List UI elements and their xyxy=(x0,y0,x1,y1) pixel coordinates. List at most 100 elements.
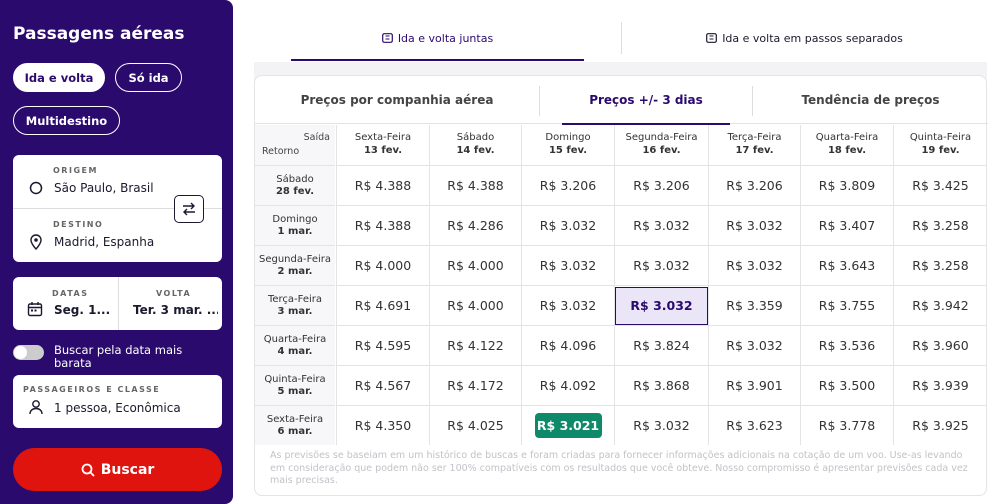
price-cell[interactable]: R$ 4.595 xyxy=(336,325,429,365)
price-cell[interactable]: R$ 3.206 xyxy=(521,165,614,205)
price-cell[interactable]: R$ 3.809 xyxy=(800,165,893,205)
price-cell[interactable]: R$ 3.960 xyxy=(893,325,987,365)
passengers-box[interactable] xyxy=(13,375,222,428)
price-cell[interactable]: R$ 3.942 xyxy=(893,285,987,325)
price-cell[interactable]: R$ 4.000 xyxy=(336,245,429,285)
price-cell[interactable]: R$ 4.691 xyxy=(336,285,429,325)
price-cell[interactable]: R$ 3.032 xyxy=(614,285,708,325)
price-value: R$ 3.032 xyxy=(539,218,597,233)
origin-field[interactable]: São Paulo, Brasil xyxy=(54,181,154,195)
price-cell[interactable]: R$ 3.824 xyxy=(614,325,708,365)
price-cell[interactable]: R$ 3.032 xyxy=(614,205,708,245)
price-cell[interactable]: R$ 3.500 xyxy=(800,365,893,405)
price-value: R$ 3.942 xyxy=(912,298,969,313)
row-date: 4 mar. xyxy=(277,345,313,357)
sidebar-title: Passagens aéreas xyxy=(13,24,185,44)
price-value: R$ 3.032 xyxy=(539,258,597,273)
price-value: R$ 3.206 xyxy=(726,178,783,193)
price-value: R$ 3.032 xyxy=(633,418,690,433)
price-value: R$ 3.032 xyxy=(726,338,783,353)
price-cell[interactable]: R$ 4.388 xyxy=(336,165,429,205)
column-day: Terça-Feira xyxy=(727,132,782,143)
tab-roundtrip-together[interactable]: Ida e volta juntas xyxy=(254,14,621,62)
departure-axis-label: Saída xyxy=(303,132,330,143)
price-cell[interactable]: R$ 4.350 xyxy=(336,405,429,445)
price-cell[interactable]: R$ 3.032 xyxy=(708,205,800,245)
price-cell[interactable]: R$ 3.032 xyxy=(708,245,800,285)
origin-circle-icon xyxy=(29,181,43,195)
trip-type-oneway[interactable]: Só ida xyxy=(115,63,182,92)
tab-price-trend[interactable]: Tendência de preços xyxy=(801,93,940,107)
trip-mode-tabs: Ida e volta juntas Ida e volta em passos… xyxy=(254,14,987,62)
price-cell[interactable]: R$ 3.868 xyxy=(614,365,708,405)
price-value: R$ 4.096 xyxy=(539,338,597,353)
price-cell[interactable]: R$ 3.755 xyxy=(800,285,893,325)
price-value: R$ 4.122 xyxy=(447,338,504,353)
price-value: R$ 3.258 xyxy=(912,218,969,233)
price-cell[interactable]: R$ 3.032 xyxy=(521,285,614,325)
passengers-field[interactable]: 1 pessoa, Econômica xyxy=(54,401,181,415)
trip-type-roundtrip[interactable]: Ida e volta xyxy=(13,63,105,92)
price-cell[interactable]: R$ 3.032 xyxy=(521,205,614,245)
price-cell[interactable]: R$ 3.623 xyxy=(708,405,800,445)
price-cell[interactable]: R$ 4.388 xyxy=(336,205,429,245)
price-cell[interactable]: R$ 3.258 xyxy=(893,245,987,285)
price-cell[interactable]: R$ 3.359 xyxy=(708,285,800,325)
price-cell[interactable]: R$ 3.032 xyxy=(521,245,614,285)
price-cell[interactable]: R$ 3.536 xyxy=(800,325,893,365)
row-day: Terça-Feira xyxy=(267,293,323,305)
search-button[interactable]: Buscar xyxy=(13,448,222,491)
trip-type-multi[interactable]: Multidestino xyxy=(13,106,120,135)
price-cell[interactable]: R$ 3.407 xyxy=(800,205,893,245)
column-date: 18 fev. xyxy=(827,145,867,156)
price-cell[interactable]: R$ 4.388 xyxy=(429,165,521,205)
price-cell[interactable]: R$ 3.206 xyxy=(614,165,708,205)
price-cell[interactable]: R$ 3.939 xyxy=(893,365,987,405)
return-date-field[interactable]: Ter. 3 mar. ... xyxy=(133,303,218,317)
price-cell[interactable]: R$ 4.092 xyxy=(521,365,614,405)
column-date: 17 fev. xyxy=(735,145,774,156)
column-day: Sexta-Feira xyxy=(354,132,412,143)
search-sidebar: Passagens aéreas Ida e volta Só ida Mult… xyxy=(0,0,233,504)
price-cell[interactable]: R$ 3.032 xyxy=(708,325,800,365)
price-cell[interactable]: R$ 4.096 xyxy=(521,325,614,365)
price-value: R$ 3.901 xyxy=(726,378,783,393)
price-cell[interactable]: R$ 4.286 xyxy=(429,205,521,245)
price-cell[interactable]: R$ 3.643 xyxy=(800,245,893,285)
price-cell[interactable]: R$ 4.172 xyxy=(429,365,521,405)
price-cell[interactable]: R$ 3.258 xyxy=(893,205,987,245)
tab-roundtrip-separate[interactable]: Ida e volta em passos separados xyxy=(622,14,987,62)
row-day: Sábado xyxy=(276,173,314,185)
price-value: R$ 3.755 xyxy=(818,298,876,313)
origin-label: ORIGEM xyxy=(53,166,98,175)
destination-field[interactable]: Madrid, Espanha xyxy=(54,235,155,249)
price-value: R$ 4.388 xyxy=(354,178,412,193)
price-cell[interactable]: R$ 4.122 xyxy=(429,325,521,365)
row-header: Sexta-Feira 6 mar. xyxy=(255,405,335,445)
price-cell[interactable]: R$ 3.032 xyxy=(614,245,708,285)
price-cell[interactable]: R$ 4.000 xyxy=(429,245,521,285)
row-day: Domingo xyxy=(272,213,318,225)
column-header: Sexta-Feira 13 fev. xyxy=(336,125,429,165)
column-day: Quarta-Feira xyxy=(815,132,879,143)
tab-flex-dates[interactable]: Preços +/- 3 dias xyxy=(540,76,752,125)
cheapest-date-toggle[interactable] xyxy=(13,345,44,360)
price-cell[interactable]: R$ 4.025 xyxy=(429,405,521,445)
price-cell[interactable]: R$ 3.206 xyxy=(708,165,800,205)
price-cell[interactable]: R$ 4.000 xyxy=(429,285,521,325)
price-cell[interactable]: R$ 3.778 xyxy=(800,405,893,445)
column-date: 13 fev. xyxy=(363,145,403,156)
column-date: 19 fev. xyxy=(921,145,960,156)
price-cell[interactable]: R$ 3.901 xyxy=(708,365,800,405)
price-cell[interactable]: R$ 3.032 xyxy=(614,405,708,445)
price-cell[interactable]: R$ 3.425 xyxy=(893,165,987,205)
person-icon xyxy=(29,400,43,415)
price-cell[interactable]: R$ 3.925 xyxy=(893,405,987,445)
price-cell[interactable]: R$ 3.021 xyxy=(521,405,614,445)
row-header: Segunda-Feira 2 mar. xyxy=(255,245,335,285)
price-cell[interactable]: R$ 4.567 xyxy=(336,365,429,405)
departure-date-field[interactable]: Seg. 1... xyxy=(54,303,111,317)
swap-route-button[interactable] xyxy=(174,195,204,223)
tab-airline-prices[interactable]: Preços por companhia aérea xyxy=(300,93,494,107)
row-day: Segunda-Feira xyxy=(259,253,331,265)
